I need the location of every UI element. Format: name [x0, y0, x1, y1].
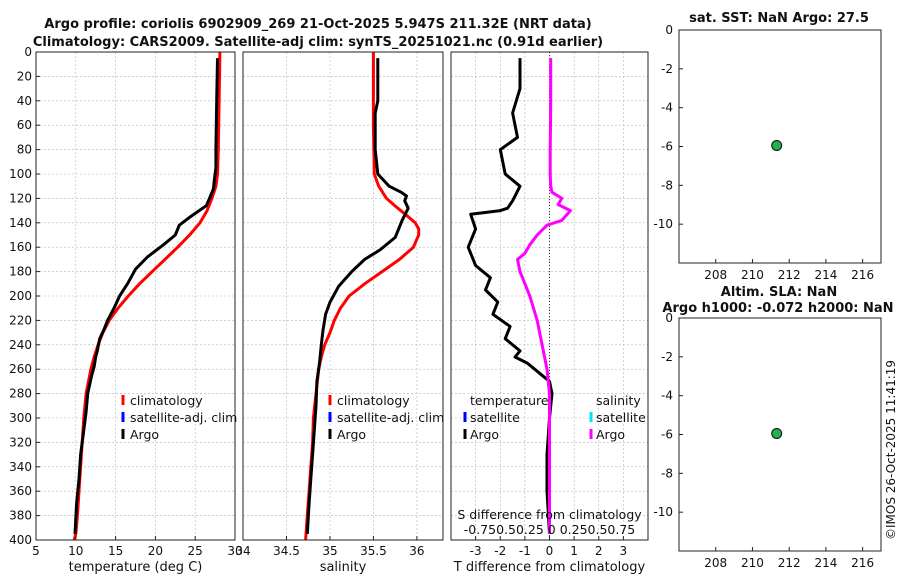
x-tick-label: 34	[235, 544, 250, 558]
legend-temperature-header: temperature	[470, 393, 549, 408]
y-tick-label: 180	[9, 265, 32, 279]
salinity-panel: 34 34.5 35 35.5 36 salinity climatology satelli…	[235, 51, 444, 575]
x-tick-label: 15	[108, 544, 123, 558]
y-tick-label: 60	[17, 118, 32, 132]
x-tick-label: 216	[851, 556, 874, 570]
y-tick-label: -6	[661, 428, 673, 442]
x-tick-label: 10	[68, 544, 83, 558]
legend-entry: satellite-adj. clim	[130, 410, 237, 425]
map-title-line2: Argo h1000: -0.072 h2000: NaN	[662, 301, 893, 316]
y-tick-label: 380	[9, 509, 32, 523]
y-tick-label: -4	[661, 101, 673, 115]
y-tick-label: 360	[9, 484, 32, 498]
y-tick-label: 140	[9, 216, 32, 230]
y-tick-label: 240	[9, 338, 32, 352]
x-tick-label: 34.5	[273, 544, 300, 558]
legend-entry: Argo	[130, 427, 159, 442]
y-tick-label: 280	[9, 387, 32, 401]
profile-location-marker	[771, 139, 783, 151]
x-tick-label: 216	[851, 268, 874, 282]
legend-salinity-header: salinity	[596, 393, 641, 408]
salinity-diff-axis-label: S difference from climatology	[457, 507, 642, 522]
map-title: sat. SST: NaN Argo: 27.5	[689, 11, 869, 26]
x-tick-label: 210	[741, 556, 764, 570]
figure-title-line2: Climatology: CARS2009. Satellite-adj cli…	[33, 35, 603, 50]
temperature-panel: 5 10 15 20 25 3002040608010012014016018020022…	[9, 45, 243, 575]
timestamp-stamp: ©IMOS 26-Oct-2025 11:41:19	[884, 360, 898, 540]
x-tick-label: 25	[188, 544, 203, 558]
x-tick-label: 0	[546, 544, 554, 558]
y-tick-label: 0	[24, 45, 32, 59]
y-tick-label: -10	[653, 217, 673, 231]
y-tick-label: 20	[17, 69, 32, 83]
y-tick-label: 0	[665, 311, 673, 325]
y-tick-label: -8	[661, 178, 673, 192]
x-tick-label: 35	[322, 544, 337, 558]
x-tick-label: 35.5	[360, 544, 387, 558]
profile-location-marker	[771, 427, 783, 439]
y-tick-label: -6	[661, 140, 673, 154]
difference-panel: -3 -2 -1 0 1 2 3 T difference from climatology t…	[450, 51, 649, 575]
y-tick-label: -8	[661, 466, 673, 480]
legend-entry: Argo	[337, 427, 366, 442]
y-tick-label: -4	[661, 389, 673, 403]
y-tick-label: -10	[653, 505, 673, 519]
x-tick-label: -3	[470, 544, 482, 558]
x-axis-label: T difference from climatology	[453, 560, 646, 575]
x-tick-label: 30	[227, 544, 242, 558]
legend-entry: satellite-adj. clim	[337, 410, 444, 425]
y-tick-label: 400	[9, 533, 32, 547]
y-tick-label: 340	[9, 460, 32, 474]
x-tick-label: 20	[148, 544, 163, 558]
plot-frame	[242, 51, 444, 541]
y-tick-label: -2	[661, 350, 673, 364]
legend-entry-salinity: satellite	[596, 410, 646, 425]
x-tick-label: -1	[519, 544, 531, 558]
x-tick-label: 2	[595, 544, 603, 558]
x-tick-label: 212	[778, 268, 801, 282]
x-tick-label: 208	[704, 268, 727, 282]
legend-entry-temperature: Argo	[470, 427, 499, 442]
legend-entry-salinity: Argo	[596, 427, 625, 442]
y-tick-label: 220	[9, 313, 32, 327]
x-tick-label: -2	[494, 544, 506, 558]
y-tick-label: 40	[17, 94, 32, 108]
series-line-salinity-difference-argo-	[516, 58, 572, 534]
x-tick-label: 3	[620, 544, 628, 558]
x-tick-label: 210	[741, 268, 764, 282]
x-tick-label: 208	[704, 556, 727, 570]
y-tick-label: 120	[9, 191, 32, 205]
x-axis-label: salinity	[320, 560, 367, 575]
y-tick-label: 0	[665, 23, 673, 37]
y-tick-label: 260	[9, 362, 32, 376]
y-tick-label: 300	[9, 411, 32, 425]
x-axis-label: temperature (deg C)	[69, 560, 203, 575]
y-tick-label: 200	[9, 289, 32, 303]
figure-title-line1: Argo profile: coriolis 6902909_269 21-Oc…	[44, 17, 591, 32]
map-title-line1: Altim. SLA: NaN	[721, 285, 837, 300]
legend-entry: climatology	[337, 393, 410, 408]
y-tick-label: 160	[9, 240, 32, 254]
salinity-diff-tick-labels: -0.750.50.25 0 0.250.50.75	[464, 522, 636, 537]
x-tick-label: 214	[814, 268, 837, 282]
series-line-argo	[305, 58, 410, 534]
x-tick-label: 5	[32, 544, 40, 558]
x-tick-label: 1	[570, 544, 578, 558]
y-tick-label: 80	[17, 143, 32, 157]
series-line-argo	[73, 58, 219, 534]
y-tick-label: -2	[661, 62, 673, 76]
x-tick-label: 214	[814, 556, 837, 570]
legend-entry-temperature: satellite	[470, 410, 520, 425]
sst-map-panel: 208 210 212 214 216 0 -2 -4 -6 -8 -10 sat. SST: NaN…	[653, 11, 882, 282]
x-tick-label: 212	[778, 556, 801, 570]
x-tick-label: 36	[409, 544, 424, 558]
y-tick-label: 320	[9, 435, 32, 449]
legend-entry: climatology	[130, 393, 203, 408]
y-tick-label: 100	[9, 167, 32, 181]
sla-map-panel: 208 210 212 214 216 0 -2 -4 -6 -8 -10 Altim. SLA: N…	[653, 285, 893, 570]
